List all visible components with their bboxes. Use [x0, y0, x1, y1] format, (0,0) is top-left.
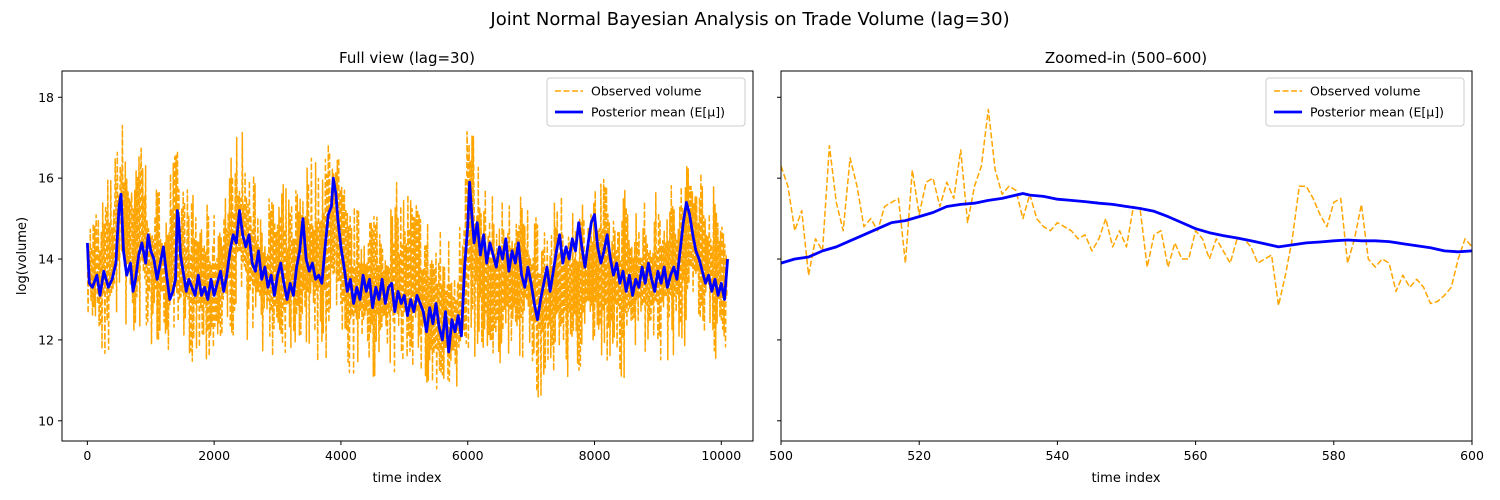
zoomed-xtick-label: 600 [1460, 448, 1484, 463]
figure-suptitle: Joint Normal Bayesian Analysis on Trade … [489, 9, 1009, 30]
zoomed-xtick-label: 580 [1322, 448, 1346, 463]
y-axis-label: log(volume) [15, 217, 30, 295]
full-view-xtick-label: 4000 [325, 448, 357, 463]
full-view-plot-area [86, 124, 729, 399]
full-view-y-ticks: 10 12 14 16 18 [38, 90, 62, 428]
zoomed-axes: Zoomed-in (500–600) 500 520 540 560 580 600 t… [769, 49, 1484, 486]
zoomed-legend-box [1265, 77, 1465, 127]
full-view-axes: Full view (lag=30) 0 2000 4000 6000 8000 1000… [15, 49, 754, 486]
full-view-xtick-label: 6000 [452, 448, 484, 463]
full-view-ytick-label: 18 [38, 90, 54, 105]
zoomed-y-ticks [777, 96, 781, 422]
full-view-legend: Observed volume Posterior mean (E[μ]) [546, 77, 746, 127]
full-view-x-ticks: 0 2000 4000 6000 8000 10000 [83, 441, 741, 463]
zoomed-x-ticks: 500 520 540 560 580 600 [769, 441, 1484, 463]
full-view-observed-volume-line [86, 124, 728, 399]
full-view-ytick-label: 16 [38, 171, 54, 186]
full-view-frame [61, 70, 754, 442]
full-view-xtick-label: 0 [83, 448, 91, 463]
zoomed-xtick-label: 520 [907, 448, 931, 463]
full-view-ytick-label: 12 [38, 332, 54, 347]
full-view-legend-posterior-label: Posterior mean (E[μ]) [591, 105, 725, 120]
zoomed-xtick-label: 560 [1184, 448, 1208, 463]
full-view-posterior-mean-line [86, 176, 729, 354]
full-view-ytick-label: 10 [38, 413, 54, 428]
full-view-xtick-label: 8000 [579, 448, 611, 463]
zoomed-xlabel: time index [1091, 471, 1160, 486]
zoomed-observed-volume-line [781, 108, 1472, 307]
zoomed-posterior-mean-line [781, 192, 1472, 265]
zoomed-title: Zoomed-in (500–600) [1045, 49, 1207, 67]
full-view-xtick-label: 2000 [198, 448, 230, 463]
zoomed-legend: Observed volume Posterior mean (E[μ]) [1265, 77, 1465, 127]
zoomed-legend-observed-label: Observed volume [1310, 84, 1421, 99]
full-view-xlabel: time index [372, 471, 441, 486]
full-view-title: Full view (lag=30) [339, 49, 475, 67]
full-view-legend-observed-label: Observed volume [591, 84, 702, 99]
zoomed-xtick-label: 540 [1045, 448, 1069, 463]
full-view-legend-box [546, 77, 746, 127]
zoomed-plot-area [781, 108, 1472, 307]
full-view-xtick-label: 10000 [701, 448, 741, 463]
zoomed-frame [780, 70, 1473, 442]
full-view-ytick-label: 14 [38, 252, 54, 267]
zoomed-legend-posterior-label: Posterior mean (E[μ]) [1310, 105, 1444, 120]
zoomed-xtick-label: 500 [769, 448, 793, 463]
